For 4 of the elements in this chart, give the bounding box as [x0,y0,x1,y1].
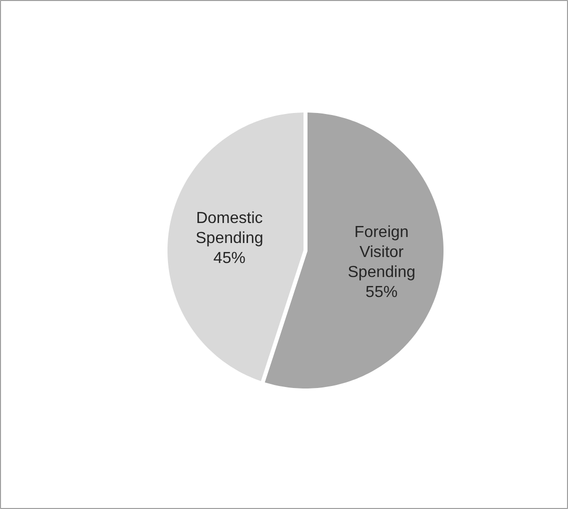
slice-label: Domestic Spending [196,210,264,247]
data-label: 45% [213,250,246,267]
data-label: 55% [366,284,398,302]
slice-label: Foreign Visitor Spending [348,224,416,282]
